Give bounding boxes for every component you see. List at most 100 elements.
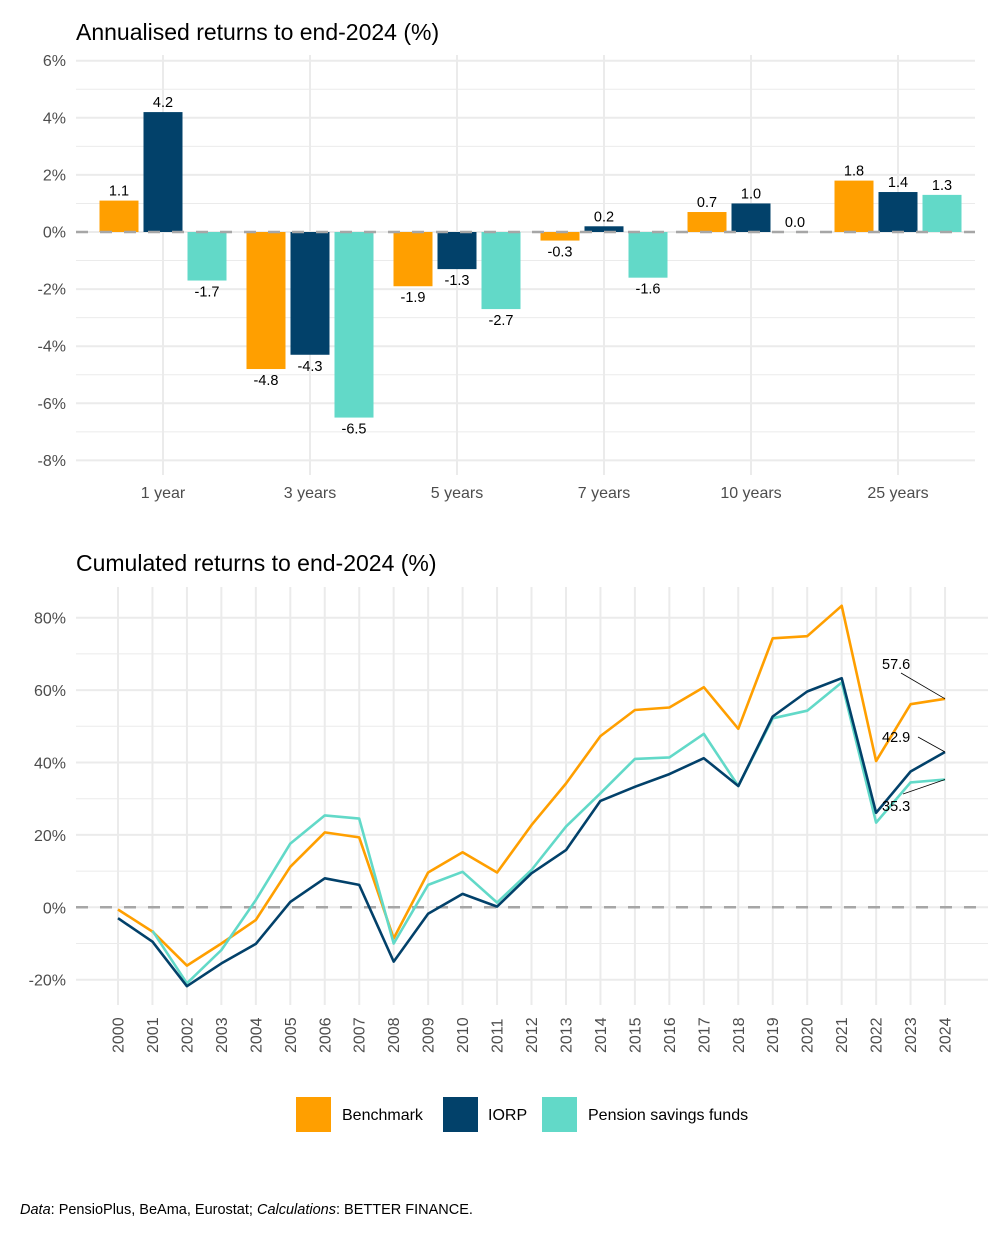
line-x-tick-label: 2019 — [765, 1017, 782, 1053]
line-benchmark — [117, 604, 946, 967]
line-x-tick-label: 2004 — [248, 1017, 265, 1053]
legend-swatch-benchmark — [296, 1097, 331, 1132]
bar-data-label: -4.3 — [298, 359, 323, 375]
line-x-axis: 2000 2001 2002 2003 2004 2005 2006 2007 2008 2009… — [111, 1017, 955, 1053]
line-x-tick-label: 2016 — [662, 1017, 679, 1053]
bar-x-axis: 1 year 3 years 5 years 7 years 10 years 25 ye… — [141, 485, 929, 502]
line-x-tick-label: 2000 — [111, 1017, 128, 1053]
line-x-tick-label: 2020 — [800, 1017, 817, 1053]
bar-y-tick-label: -6% — [38, 396, 66, 413]
bar-data-label: -1.6 — [636, 282, 661, 298]
bar-data-label: 0.0 — [785, 215, 805, 231]
end-label-leader-line — [902, 779, 946, 795]
bar-data-label: 1.3 — [932, 178, 952, 194]
bar-y-tick-label: -2% — [38, 282, 66, 299]
bar-data-label: -0.3 — [548, 245, 573, 261]
line-x-tick-label: 2023 — [903, 1017, 920, 1053]
bar-benchmark — [99, 200, 139, 232]
line-x-tick-label: 2011 — [490, 1018, 507, 1053]
line-chart-title: Cumulated returns to end-2024 (%) — [76, 550, 437, 576]
bar-y-tick-label: 2% — [43, 167, 66, 184]
line-x-tick-label: 2006 — [317, 1017, 334, 1053]
bar-pension-savings-funds — [628, 232, 668, 278]
line-y-tick-label: 20% — [34, 828, 66, 845]
bar-benchmark — [393, 232, 433, 287]
bar-data-label: -1.9 — [401, 290, 426, 306]
line-x-tick-label: 2017 — [696, 1017, 713, 1053]
line-x-tick-label: 2021 — [834, 1017, 851, 1053]
line-x-tick-label: 2014 — [593, 1017, 610, 1053]
line-x-tick-label: 2024 — [938, 1017, 955, 1053]
bar-x-tick-label: 1 year — [141, 485, 186, 502]
line-y-tick-label: 60% — [34, 683, 66, 700]
line-gridlines — [76, 587, 988, 1005]
bar-iorp — [878, 192, 918, 232]
bar-x-tick-label: 25 years — [867, 485, 928, 502]
bar-pension-savings-funds — [187, 232, 227, 281]
bar-chart-title: Annualised returns to end-2024 (%) — [76, 19, 439, 45]
bar-data-label: -1.3 — [445, 273, 470, 289]
end-label: 57.6 — [882, 657, 910, 673]
bar-y-tick-label: 6% — [43, 53, 66, 70]
line-x-tick-label: 2008 — [386, 1017, 403, 1053]
bar-data-label: 0.7 — [697, 195, 717, 211]
bar-data-label: 0.2 — [594, 209, 614, 225]
line-y-tick-label: -20% — [29, 973, 66, 990]
bar-value-labels: 1.1 -4.8 -1.9 -0.3 0.7 1.8 4.2 -4.3 -1.3 0.2 1.0 1.… — [109, 95, 952, 437]
line-x-tick-label: 2007 — [352, 1017, 369, 1053]
line-y-tick-label: 0% — [43, 900, 66, 917]
line-x-tick-label: 2003 — [214, 1017, 231, 1053]
bar-data-label: 1.4 — [888, 175, 908, 191]
bar-x-tick-label: 3 years — [284, 485, 336, 502]
bar-benchmark — [834, 180, 874, 232]
line-pension-savings-funds — [151, 681, 946, 985]
bar-data-label: -1.7 — [195, 285, 220, 301]
line-x-tick-label: 2009 — [421, 1017, 438, 1053]
bar-x-tick-label: 5 years — [431, 485, 483, 502]
line-x-tick-label: 2001 — [145, 1017, 162, 1053]
caption-data-label: Data — [20, 1202, 51, 1218]
line-x-tick-label: 2002 — [179, 1017, 196, 1053]
line-x-tick-label: 2005 — [283, 1017, 300, 1053]
bar-y-tick-label: -4% — [38, 339, 66, 356]
bar-benchmark — [687, 212, 727, 232]
bar-iorp — [290, 232, 330, 355]
bar-pension-savings-funds — [922, 194, 962, 232]
legend: Benchmark IORP Pension savings funds — [296, 1097, 748, 1132]
bar-x-tick-label: 10 years — [720, 485, 781, 502]
line-x-tick-label: 2013 — [558, 1017, 575, 1053]
line-iorp — [117, 676, 946, 988]
bar-y-axis: 6% 4% 2% 0% -2% -4% -6% -8% — [38, 53, 66, 470]
end-label-leader-line — [900, 672, 946, 700]
line-series — [117, 604, 946, 988]
line-y-tick-label: 40% — [34, 756, 66, 773]
bar-benchmark — [246, 232, 286, 370]
annualised-returns-chart: Annualised returns to end-2024 (%) 6% 4% 2… — [38, 19, 975, 502]
bar-iorp — [731, 203, 771, 232]
caption-calc-text: : BETTER FINANCE. — [335, 1202, 473, 1218]
legend-label: Pension savings funds — [588, 1107, 748, 1124]
line-x-tick-label: 2015 — [627, 1017, 644, 1053]
source-caption: Data: PensioPlus, BeAma, Eurostat; Calcu… — [20, 1202, 473, 1218]
bar-data-label: 4.2 — [153, 95, 173, 111]
bar-benchmark — [540, 232, 580, 241]
line-end-labels: 57.6 42.9 35.3 — [882, 657, 946, 815]
bar-iorp — [437, 232, 477, 270]
line-y-tick-label: 80% — [34, 611, 66, 628]
end-label: 42.9 — [882, 730, 910, 746]
line-y-axis: 80% 60% 40% 20% 0% -20% — [29, 611, 66, 990]
legend-label: Benchmark — [342, 1107, 424, 1124]
legend-swatch-pension-savings-funds — [542, 1097, 577, 1132]
bar-iorp — [584, 226, 624, 232]
bar-pension-savings-funds — [334, 232, 374, 418]
bar-marks — [99, 112, 962, 418]
bar-data-label: 1.0 — [741, 186, 761, 202]
bar-data-label: -4.8 — [254, 373, 279, 389]
line-x-tick-label: 2012 — [524, 1017, 541, 1053]
bar-y-tick-label: 0% — [43, 225, 66, 242]
bar-y-tick-label: 4% — [43, 110, 66, 127]
bar-data-label: 1.8 — [844, 164, 864, 180]
bar-iorp — [143, 112, 183, 232]
bar-data-label: -6.5 — [342, 422, 367, 438]
